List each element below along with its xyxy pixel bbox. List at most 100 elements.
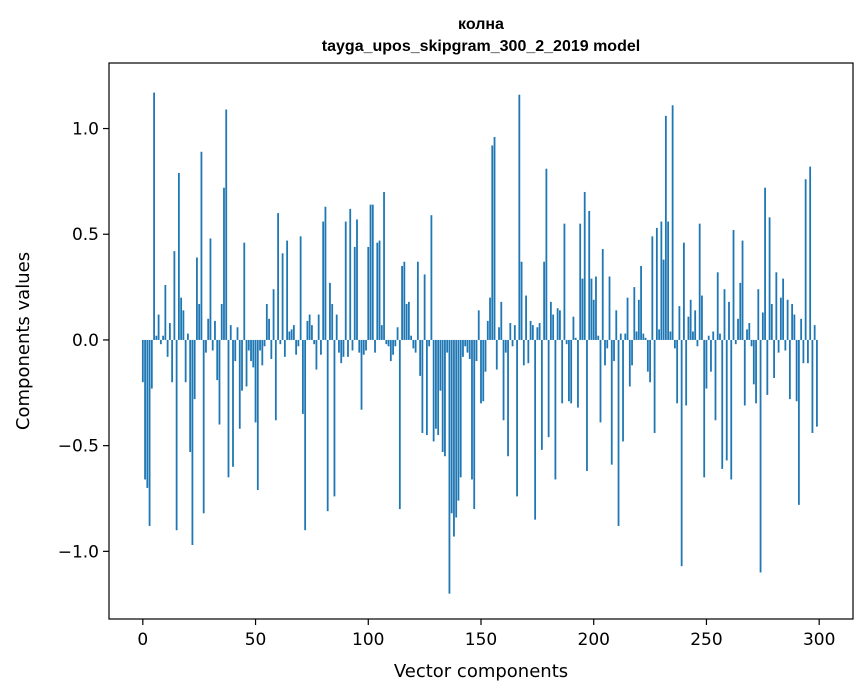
bar [480,339,482,404]
bar [283,339,286,357]
y-axis-label: Components values [13,252,34,430]
bar [214,320,216,340]
bar [414,339,417,353]
bar [290,329,293,340]
bar [205,339,207,353]
bar [265,304,268,340]
bar [383,191,385,340]
bar [698,223,701,340]
bar [216,339,219,381]
bar [545,168,548,340]
bar [435,339,437,429]
bar [628,339,631,387]
y-tick-label: −0.5 [58,437,99,457]
bar [696,339,699,347]
bar [225,109,228,340]
bar [595,276,597,340]
bar [252,339,255,368]
bar [486,320,489,340]
bar [344,221,347,340]
bar [685,339,688,406]
bar [331,304,334,340]
bar [150,339,153,389]
bar [450,339,453,514]
bar [572,316,575,340]
bar [200,151,203,340]
bar [349,208,352,340]
bar [683,242,685,340]
bar [256,339,259,491]
bar [816,339,818,427]
chart-title-line-1: колна [458,16,504,33]
bar [664,115,667,340]
bar [425,339,428,436]
bar [759,339,762,573]
bar [509,323,512,340]
bar [396,327,399,340]
bar [604,339,606,366]
bar [622,339,624,442]
bar [378,240,381,340]
bar [335,314,338,340]
bar [342,339,345,357]
bar [272,289,275,340]
bar [387,339,390,347]
bar [297,339,300,347]
bar [146,339,149,488]
bar [561,339,564,404]
bar [362,339,365,355]
bar [552,314,555,340]
bar [574,337,577,340]
bar [211,339,214,351]
bar [615,310,618,340]
bar [351,339,354,351]
bar [320,339,322,355]
bar [473,339,476,510]
bar [511,339,514,347]
bar [369,204,372,340]
bar [423,274,426,340]
bar [171,339,174,383]
bar [703,339,706,478]
bar [448,339,451,594]
bar [367,246,370,340]
bar [534,339,537,520]
bar [326,339,329,512]
bar [234,339,237,362]
bar [223,187,225,340]
bar [162,335,165,340]
bar [658,329,661,340]
bar [597,335,600,340]
bar [444,339,446,457]
bar [637,299,640,340]
y-tick-label: 1.0 [72,120,99,140]
bar [398,339,401,510]
bar [655,227,658,340]
x-axis-label: Vector components [394,661,568,682]
bar [678,306,681,340]
bar [333,339,336,497]
bar [563,223,566,340]
x-tick-label: 250 [690,630,722,650]
bar [710,339,712,372]
bar [644,337,647,340]
bar [635,331,638,340]
bar [180,297,183,340]
bar [304,339,307,531]
bar [164,284,167,340]
bar [498,327,500,340]
bar [412,339,415,349]
bar [464,339,467,347]
plot-frame [108,62,854,620]
bar [581,278,584,340]
bar [692,331,694,340]
bar [730,339,733,480]
bar [441,339,444,452]
bar [144,339,146,480]
bar [782,278,785,340]
bar [743,339,746,406]
bar [347,339,349,357]
bar [315,339,318,370]
bar [466,339,469,353]
bar [281,253,284,340]
